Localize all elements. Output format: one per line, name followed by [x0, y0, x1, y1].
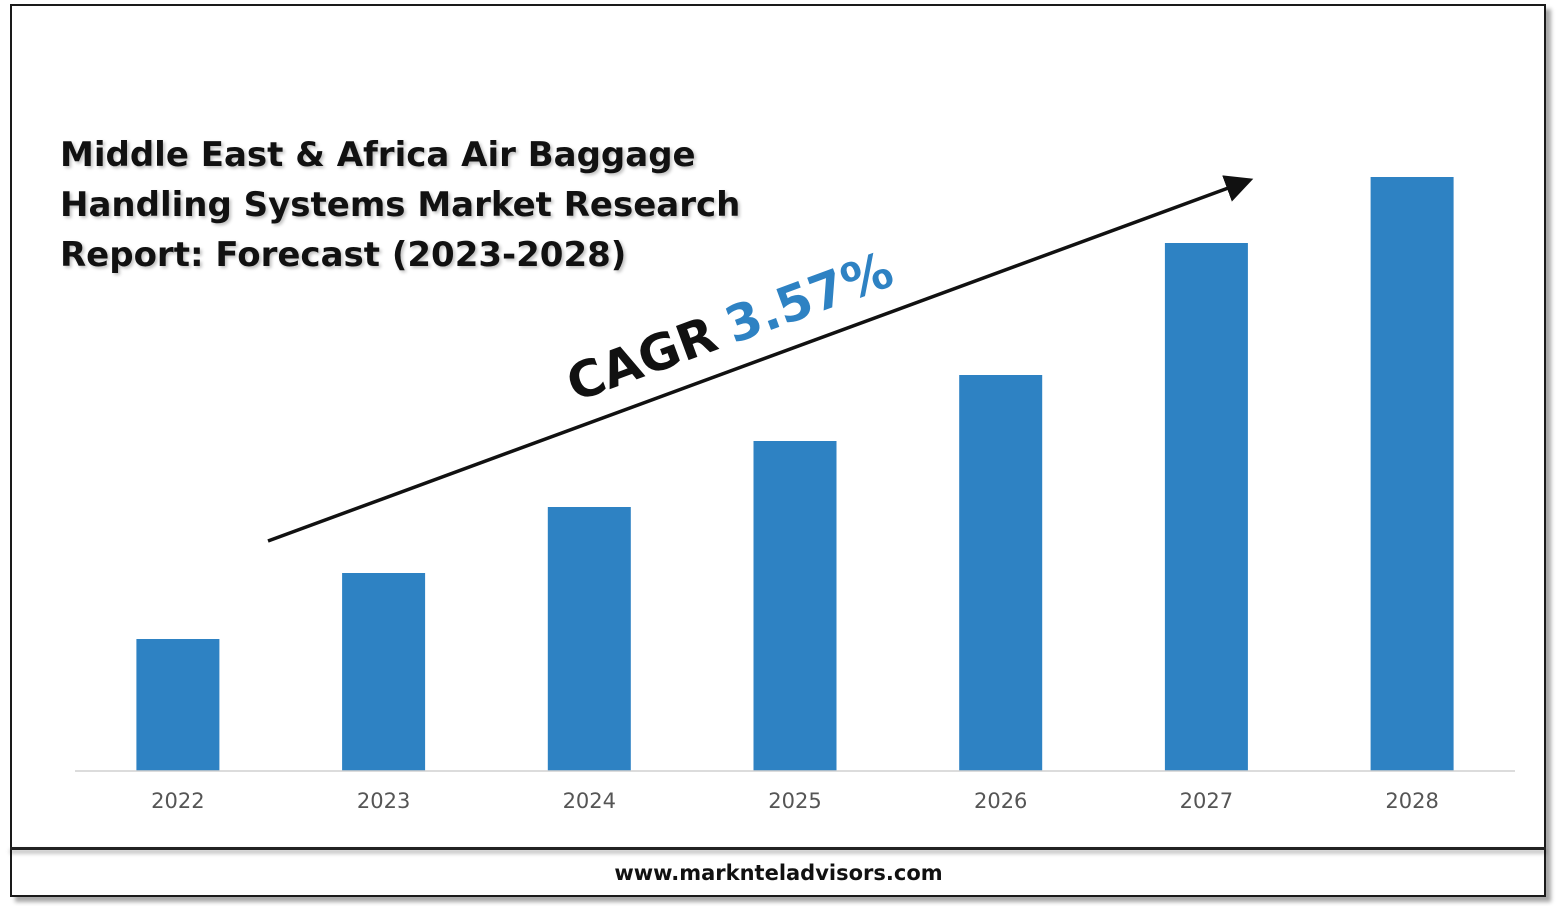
cagr-label: CAGR — [559, 305, 724, 413]
x-tick-label-2028: 2028 — [1385, 789, 1438, 813]
bars-group — [136, 177, 1454, 771]
title-line-2: Handling Systems Market Research — [60, 185, 741, 225]
x-tick-labels: 2022 2023 2024 2025 2026 2027 2028 — [151, 789, 1439, 813]
bar-2026 — [959, 375, 1043, 771]
x-tick-label-2022: 2022 — [151, 789, 204, 813]
trend-arrow — [267, 175, 1254, 543]
x-tick-label-2024: 2024 — [563, 789, 616, 813]
bar-2023 — [342, 573, 426, 771]
x-tick-label-2023: 2023 — [357, 789, 410, 813]
x-tick-label-2026: 2026 — [974, 789, 1027, 813]
title-line-1: Middle East & Africa Air Baggage — [60, 135, 696, 175]
footer-divider — [10, 847, 1546, 850]
bar-2028 — [1370, 177, 1454, 771]
bar-2024 — [547, 507, 631, 771]
footer-website: www.marknteladvisors.com — [614, 861, 943, 885]
bar-2022 — [136, 639, 220, 771]
chart-title: Middle East & Africa Air Baggage Handlin… — [60, 130, 780, 280]
cagr-value: 3.57% — [718, 241, 901, 355]
x-tick-label-2025: 2025 — [768, 789, 821, 813]
x-tick-label-2027: 2027 — [1180, 789, 1233, 813]
title-line-3: Report: Forecast (2023-2028) — [60, 235, 627, 275]
bar-2027 — [1164, 243, 1248, 771]
bar-2025 — [753, 441, 837, 771]
